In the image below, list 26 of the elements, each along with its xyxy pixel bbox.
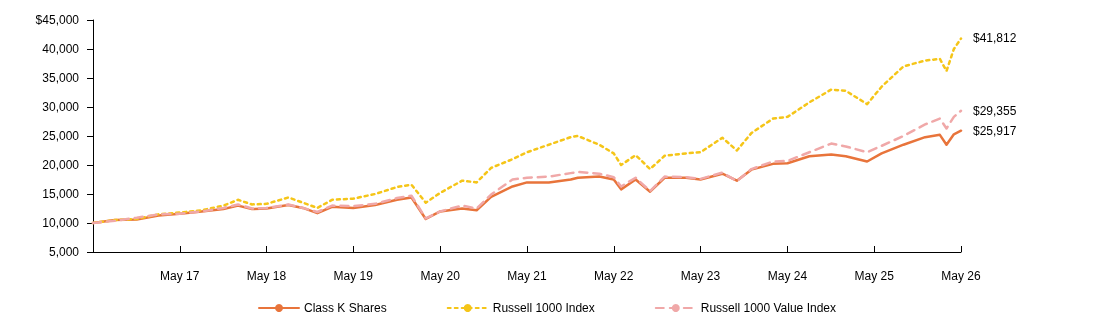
y-tick-label: $45,000 — [35, 13, 80, 27]
x-tick-label: May 25 — [854, 269, 895, 283]
y-tick-label: 40,000 — [42, 42, 80, 56]
x-tick-label: May 17 — [160, 269, 200, 283]
annotation: $29,355 — [973, 103, 1017, 118]
y-tick-label: 10,000 — [42, 216, 80, 230]
x-tick-label: May 21 — [507, 269, 547, 283]
y-tick-label: 20,000 — [42, 158, 80, 172]
y-tick-label: 25,000 — [42, 129, 80, 143]
y-tick-label: 30,000 — [42, 100, 80, 114]
x-tick-label: May 18 — [246, 269, 287, 283]
legend-label: Class K Shares — [304, 301, 387, 315]
legend-label: Russell 1000 Index — [492, 301, 595, 315]
x-tick-label: May 22 — [594, 269, 634, 283]
x-tick-label: May 26 — [941, 269, 981, 283]
y-tick-label: 15,000 — [42, 187, 80, 201]
legend-label: Russell 1000 Value Index — [700, 301, 836, 315]
y-tick-label: 35,000 — [42, 71, 80, 85]
x-tick-label: May 23 — [680, 269, 721, 283]
x-tick-label: May 24 — [767, 269, 808, 283]
x-tick-label: May 19 — [333, 269, 374, 283]
x-tick-label: May 20 — [420, 269, 461, 283]
annotation: $25,917 — [973, 123, 1017, 138]
y-tick-label: 5,000 — [48, 245, 80, 259]
annotation: $41,812 — [973, 31, 1017, 46]
line-series — [91, 109, 963, 225]
